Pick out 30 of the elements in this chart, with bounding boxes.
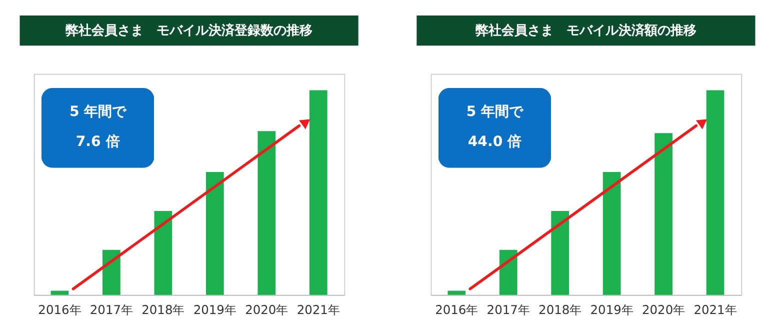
annotation: 7.6 倍: [76, 133, 120, 150]
bar: [102, 250, 120, 295]
bar: [448, 290, 466, 295]
annotation: 5 年間で: [69, 104, 128, 120]
bar: [154, 210, 172, 295]
x-tick-label: 2020年: [642, 303, 686, 318]
x-tick-label: 2018年: [538, 303, 582, 318]
bar: [706, 90, 724, 295]
x-tick-label: 2017年: [486, 303, 530, 318]
bar: [50, 290, 69, 295]
x-tick-label: 2021年: [296, 303, 340, 318]
x-tick-label: 2018年: [142, 303, 185, 318]
bar: [551, 210, 570, 295]
x-tick-label: 2019年: [590, 303, 634, 318]
bar: [654, 133, 672, 295]
bar: [499, 250, 518, 295]
x-tick-label: 2021年: [694, 303, 737, 318]
chart-title: 弊社会員さま モバイル決済額の推移: [475, 22, 696, 38]
x-tick-label: 2016年: [435, 303, 478, 318]
chart-title: 弊社会員さま モバイル決済登録数の推移: [66, 22, 313, 38]
bar: [602, 172, 621, 295]
x-tick-label: 2020年: [245, 303, 288, 318]
x-tick-label: 2017年: [90, 303, 134, 318]
annotation: 5 年間で: [466, 104, 524, 120]
annotation: 44.0 倍: [468, 133, 522, 150]
bar: [258, 131, 276, 295]
bar: [206, 172, 224, 295]
x-tick-label: 2019年: [193, 303, 236, 318]
bar: [309, 90, 328, 295]
x-tick-label: 2016年: [38, 303, 82, 318]
